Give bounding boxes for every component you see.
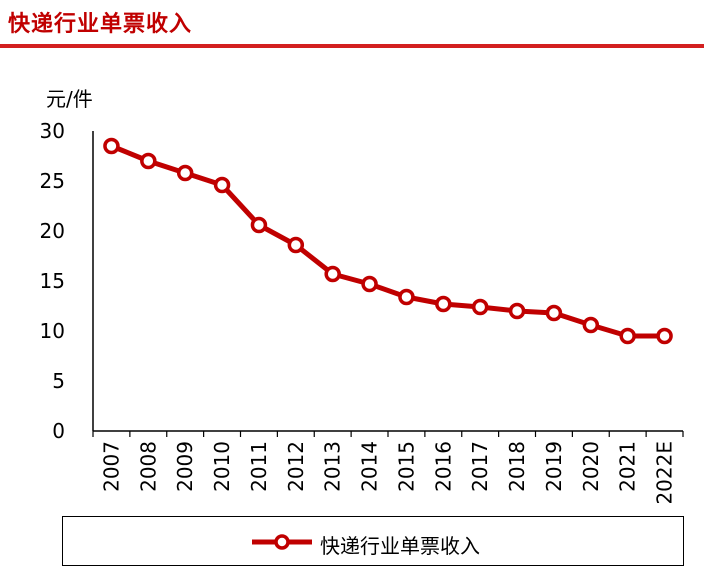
y-tick-label: 0: [52, 419, 65, 443]
y-axis: 0 5 10 15 20 25 30: [40, 119, 94, 443]
x-tick-label: 2019: [542, 441, 566, 492]
x-tick-label: 2012: [284, 441, 308, 492]
x-tick-label: 2008: [136, 441, 160, 492]
y-tick-label: 30: [40, 119, 65, 143]
y-tick-label: 15: [40, 269, 65, 293]
data-point: [398, 288, 415, 306]
y-unit-label: 元/件: [46, 87, 93, 111]
series-line: [110, 143, 665, 339]
data-point: [361, 275, 378, 293]
data-point: [619, 327, 636, 345]
data-point: [287, 236, 305, 254]
page-title: 快递行业单票收入: [8, 12, 193, 37]
data-point: [324, 265, 341, 283]
y-tick-label: 10: [40, 319, 65, 343]
x-tick-label: 2020: [579, 441, 603, 492]
data-point: [213, 176, 231, 194]
x-tick-label: 2010: [210, 441, 234, 492]
x-tick-label: 2007: [99, 441, 123, 492]
x-tick-label: 2017: [468, 441, 492, 492]
data-point: [176, 164, 194, 182]
x-tick-label: 2009: [173, 441, 197, 492]
title-divider: [0, 44, 704, 48]
x-axis: 2007 2008 2009 2010 2011 2012 2013 2014 2015 2016…: [92, 430, 684, 505]
data-point: [508, 302, 526, 320]
data-point: [582, 316, 600, 334]
y-tick-label: 5: [52, 369, 65, 393]
y-tick-label: 25: [40, 169, 65, 193]
legend-label: 快递行业单票收入: [320, 534, 480, 558]
data-point: [656, 327, 673, 345]
data-point: [545, 304, 563, 322]
x-tick-label: 2014: [358, 441, 382, 492]
data-point: [250, 216, 268, 234]
x-tick-label: 2022E: [653, 441, 677, 505]
data-point: [435, 295, 452, 313]
x-tick-label: 2018: [505, 441, 529, 492]
x-tick-label: 2015: [394, 441, 418, 492]
x-tick-label: 2021: [616, 441, 640, 492]
legend-marker-icon: [252, 534, 312, 550]
data-point: [103, 137, 120, 155]
data-point: [471, 298, 489, 316]
series-line-group: [103, 137, 673, 345]
data-point: [140, 152, 157, 170]
y-tick-label: 20: [40, 219, 65, 243]
x-tick-label: 2016: [431, 441, 455, 492]
legend: [62, 516, 684, 566]
x-tick-label: 2013: [321, 441, 345, 492]
x-tick-label: 2011: [247, 441, 271, 492]
